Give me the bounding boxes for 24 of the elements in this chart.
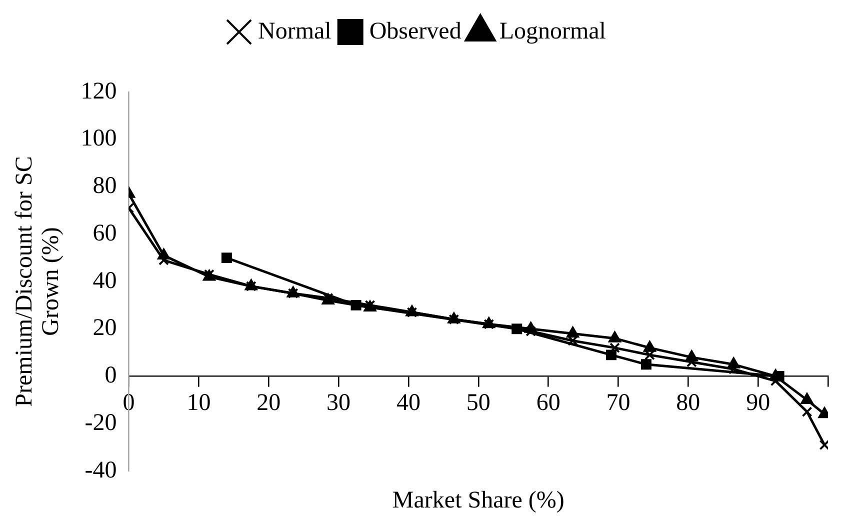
- legend-label: Observed: [369, 18, 462, 44]
- x-tick-label: 40: [396, 390, 420, 416]
- x-tick-label: 80: [676, 390, 700, 416]
- x-tick-label: 10: [186, 390, 211, 416]
- y-tick-label: -40: [84, 457, 117, 484]
- y-axis-title: Premium/Discount for SC Grown (%): [11, 156, 64, 407]
- y-tick-label: 40: [92, 268, 117, 294]
- x-tick-label: 0: [122, 390, 135, 416]
- x-tick-label: 20: [256, 390, 281, 416]
- y-tick-label: 100: [80, 126, 117, 152]
- x-tick-label: 50: [466, 390, 490, 416]
- legend-label: Lognormal: [499, 18, 606, 44]
- y-tick-label: -20: [84, 410, 117, 436]
- y-tick-label: 60: [92, 220, 117, 246]
- legend-label: Normal: [258, 18, 332, 44]
- x-tick-label: 30: [326, 390, 351, 416]
- y-tick-label: 20: [92, 315, 117, 342]
- y-tick-label: 80: [92, 173, 117, 200]
- y-tick-label: 120: [80, 78, 117, 104]
- y-tick-label: 0: [104, 362, 117, 389]
- x-tick-label: 60: [536, 390, 560, 416]
- x-tick-label: 70: [606, 390, 630, 416]
- x-axis-title: Market Share (%): [392, 487, 564, 514]
- x-tick-label: 90: [746, 390, 770, 416]
